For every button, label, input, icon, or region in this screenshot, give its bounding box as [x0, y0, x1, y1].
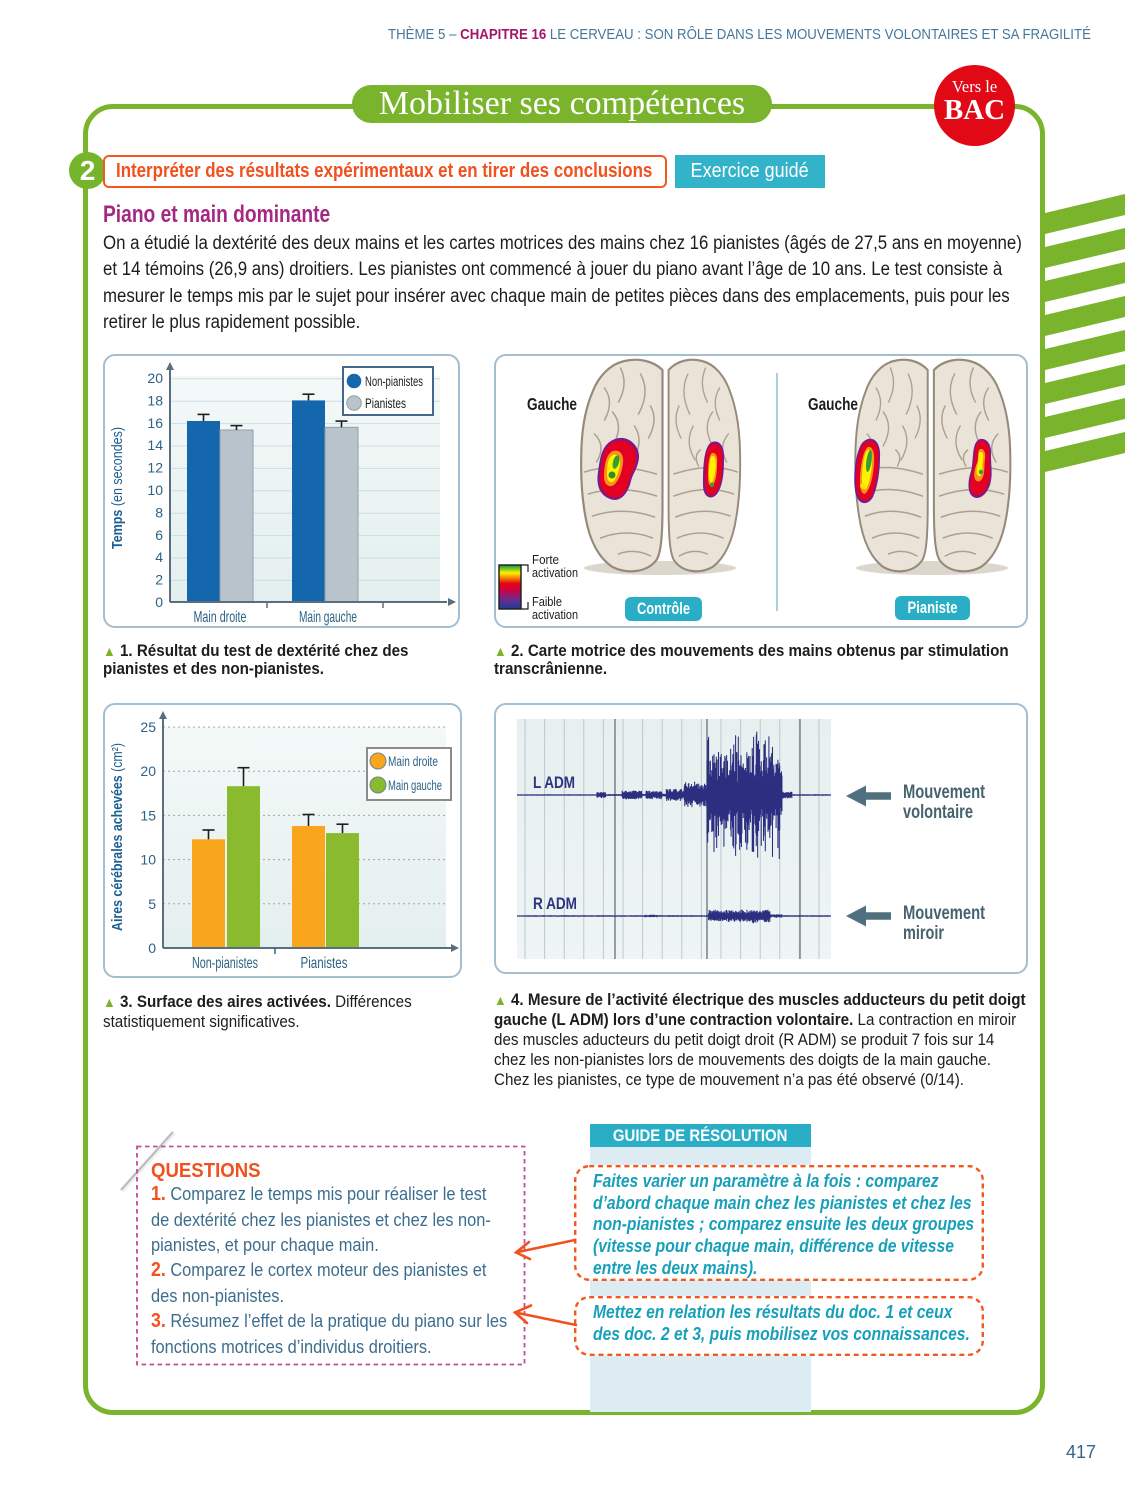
svg-text:Main gauche: Main gauche	[299, 609, 357, 626]
svg-text:20: 20	[147, 370, 163, 386]
svg-text:Mouvement: Mouvement	[903, 903, 986, 924]
svg-text:R ADM: R ADM	[533, 894, 577, 913]
svg-text:10: 10	[140, 852, 156, 868]
svg-text:Aires cérébrales achevées (cm²: Aires cérébrales achevées (cm²)	[110, 743, 126, 931]
svg-text:18: 18	[147, 392, 163, 408]
svg-text:Pianiste: Pianiste	[908, 599, 958, 617]
svg-text:Faible: Faible	[532, 595, 562, 609]
svg-text:6: 6	[155, 527, 163, 543]
svg-text:Forte: Forte	[532, 553, 559, 567]
svg-text:8: 8	[155, 504, 163, 520]
svg-text:Main gauche: Main gauche	[388, 778, 442, 793]
svg-text:Contrôle: Contrôle	[637, 600, 690, 618]
svg-text:12: 12	[147, 460, 163, 476]
svg-text:4: 4	[155, 549, 163, 565]
svg-text:Main droite: Main droite	[194, 609, 247, 626]
svg-text:14: 14	[147, 437, 163, 453]
svg-text:25: 25	[140, 719, 156, 735]
svg-text:2: 2	[155, 572, 163, 588]
svg-text:15: 15	[140, 807, 156, 823]
svg-text:Pianistes: Pianistes	[365, 396, 406, 411]
svg-text:5: 5	[148, 896, 156, 912]
svg-text:Gauche: Gauche	[808, 394, 858, 414]
svg-text:20: 20	[140, 763, 156, 779]
svg-text:0: 0	[155, 594, 163, 610]
svg-text:Main droite: Main droite	[388, 754, 438, 769]
svg-text:10: 10	[147, 482, 163, 498]
svg-text:16: 16	[147, 415, 163, 431]
svg-text:activation: activation	[532, 566, 578, 580]
svg-text:volontaire: volontaire	[903, 802, 973, 823]
svg-text:Gauche: Gauche	[527, 394, 577, 414]
svg-text:0: 0	[148, 940, 156, 956]
svg-text:L ADM: L ADM	[533, 773, 575, 792]
svg-text:Temps (en secondes): Temps (en secondes)	[110, 427, 126, 549]
svg-text:Mouvement: Mouvement	[903, 782, 986, 803]
svg-text:Pianistes: Pianistes	[301, 955, 348, 972]
svg-text:Non-pianistes: Non-pianistes	[192, 955, 258, 972]
svg-text:miroir: miroir	[903, 923, 944, 944]
svg-text:Non-pianistes: Non-pianistes	[365, 374, 423, 389]
svg-text:activation: activation	[532, 608, 578, 622]
